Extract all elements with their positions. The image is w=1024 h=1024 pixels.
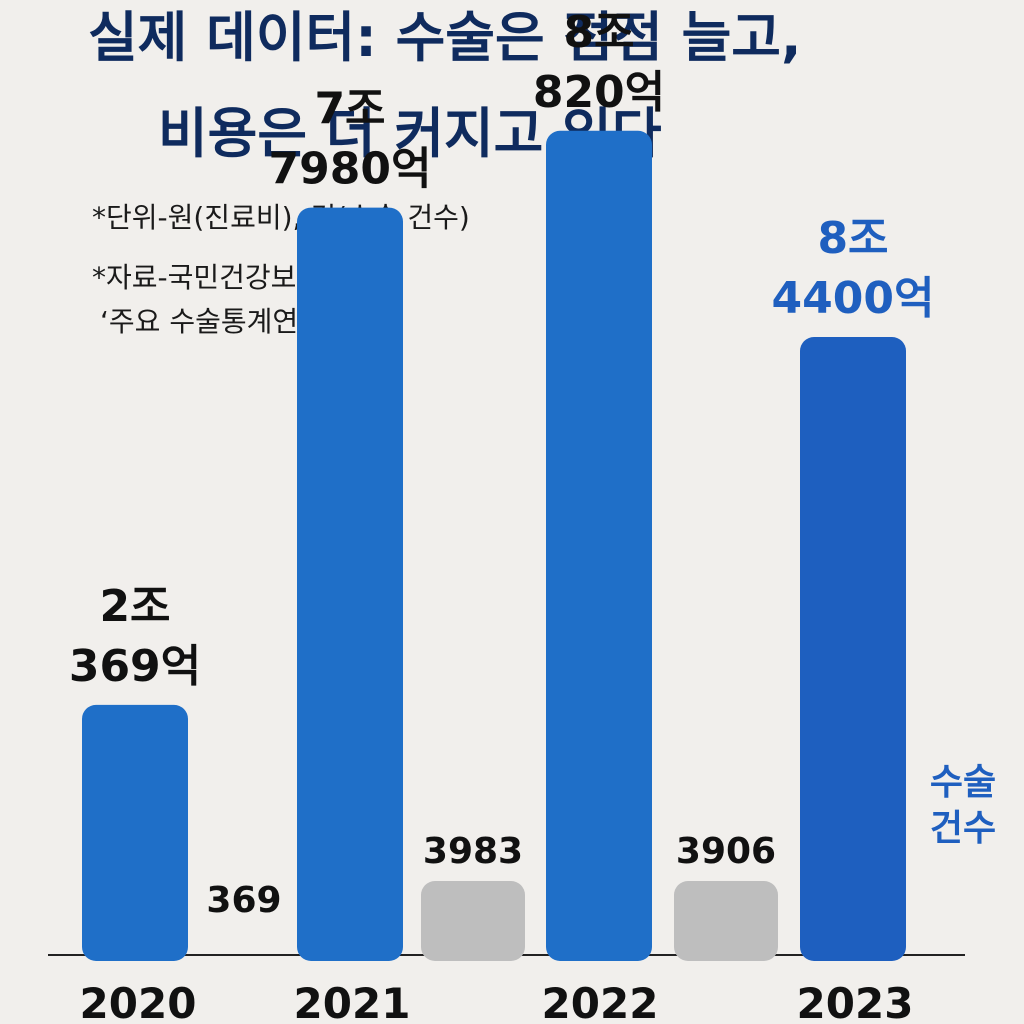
x-tick-2020: 2020 [80, 979, 197, 1024]
count-label-2: 3906 [676, 831, 776, 872]
cost-bar-2023 [800, 337, 906, 961]
cost-label-trillion-2020: 2조 [99, 581, 170, 632]
chart-title-line1: 실제 데이터: 수술은 점점 늘고, [88, 6, 802, 69]
count-bar-2 [674, 881, 778, 961]
cost-label-billion-2023: 4400억 [772, 273, 935, 324]
x-tick-2023: 2023 [797, 979, 914, 1024]
cost-bar-2022 [546, 130, 652, 962]
count-label-1: 3983 [423, 831, 523, 872]
unit-note: *단위-원(진료비), 건(수술 건수) [92, 201, 470, 234]
count-bar-1 [421, 881, 525, 961]
cost-label-billion-2020: 369억 [69, 641, 201, 692]
cost-bar-2020 [82, 704, 188, 961]
count-label-0: 369 [206, 880, 281, 921]
cost-bar-2021 [297, 207, 403, 961]
source-note-title: ‘주요 수술통계연보’ [100, 305, 333, 338]
x-tick-2022: 2022 [542, 979, 659, 1024]
cost-label-trillion-2021: 7조 [314, 84, 385, 135]
surgery-count-label-line1: 수술 [929, 762, 997, 803]
x-tick-2021: 2021 [294, 979, 411, 1024]
cost-label-billion-2022: 820억 [533, 67, 665, 118]
cost-label-trillion-2023: 8조 [817, 213, 888, 264]
surgery-count-label-line2: 건수 [929, 808, 997, 849]
cost-label-trillion-2022: 8조 [563, 7, 634, 58]
surgery-count-label: 수술 건수 [918, 760, 1008, 852]
cost-label-billion-2021: 7980억 [269, 144, 432, 195]
